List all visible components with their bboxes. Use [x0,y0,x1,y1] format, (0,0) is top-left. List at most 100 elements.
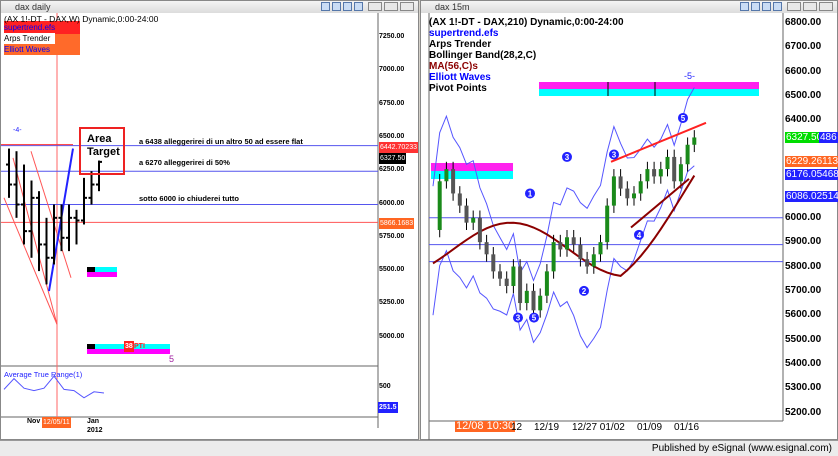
study-label: Pivot Points [429,83,487,94]
note-6000: sotto 6000 io chiuderei tutto [139,194,240,203]
candle-body [457,193,462,206]
candle-body [511,266,516,286]
candle-body [605,205,610,243]
study-label: Elliott Waves [4,45,50,54]
candle-body [692,137,697,145]
toolbar-icon[interactable] [773,2,782,11]
toolbar-icon[interactable] [332,2,341,11]
wave-count-circle [634,229,644,240]
candle-body [524,290,529,304]
close-button[interactable] [819,2,833,11]
toolbar-icon[interactable] [762,2,771,11]
candle-body [611,176,616,206]
pivot-band [87,344,95,349]
candle-body [632,193,636,199]
wave-count-circle [529,312,539,323]
minimize-button[interactable] [368,2,382,11]
price-tick: 7250.00 [379,33,405,40]
candle-body [591,254,596,267]
status-bar: Published by eSignal (www.esignal.com) [0,440,838,456]
note-6438: a 6438 alleggerirei di un altro 50 ad es… [139,137,303,146]
candle-body [652,169,657,177]
pivot-band [87,267,117,272]
study-label: Bollinger Band(28,2,C) [429,50,537,61]
trend-line [12,157,58,325]
price-tick: 6400.00 [785,114,822,126]
candle-body [551,242,556,272]
candle-body [444,169,449,182]
atr-tick: 500 [379,383,391,390]
candle-body [638,181,643,194]
candle-body [531,290,536,311]
candle-body [558,242,563,250]
wave-count-label: 3 [612,150,617,159]
toolbar-icon[interactable] [740,2,749,11]
toolbar-icon[interactable] [751,2,760,11]
candle-body [477,217,482,243]
pivot-band [539,82,759,89]
wave-count-circle [579,285,589,296]
note-6270: a 6270 alleggerirei di 50% [139,158,230,167]
wave-count-label: 5 [681,114,686,123]
time-label: 12 [511,422,523,433]
price-tag: 5866.1683 [379,218,415,230]
price-tick: 5300.00 [785,382,822,394]
time-label: 12/19 [534,422,560,433]
candle-body [672,156,677,182]
candle-body [618,176,623,189]
candle-body [491,254,496,272]
price-tick: 5800.00 [785,260,822,272]
toolbar-icon[interactable] [354,2,363,11]
time-label: Jan [87,418,100,425]
atr-line [3,375,105,399]
candle-body [585,259,590,267]
maximize-button[interactable] [384,2,398,11]
price-tag: 6176.05468 [785,168,838,180]
candle-body [518,266,523,304]
left-title-bar[interactable]: dax daily [1,1,418,13]
candle-body [484,242,489,255]
price-tick: 5700.00 [785,284,822,296]
price-tag: 6327.50 [785,132,824,144]
price-tick: 5900.00 [785,236,822,248]
window-title: dax 15m [435,2,470,12]
study-label: supertrend.efs [429,28,499,39]
left-chart-window: dax daily (AX 1!-DT - DAX,W) Dynamic,0:0… [0,0,419,440]
price-tag: 486 [819,132,838,144]
candle-body [471,217,476,223]
price-tick: 5400.00 [785,357,822,369]
candle-body [578,244,583,260]
price-tick: 7000.00 [379,66,405,74]
trend-line [3,197,58,325]
study-label: Arps Trender [4,33,56,44]
price-tick: 6750.00 [379,99,405,107]
candle-body [451,169,456,194]
candle-body [665,156,670,170]
trend-line [610,121,707,163]
wave-count-label: 2 [582,287,587,296]
candle-body [678,164,683,182]
cursor-date: 12/08 10:30 [455,420,516,432]
price-tag: 6229.26113 [785,156,838,168]
candle-body [658,169,663,177]
toolbar-icon[interactable] [343,2,352,11]
pivot-band [431,163,513,171]
wave-count-circle [609,149,619,160]
right-price-chart: 1 3 3 5 3 5 2 4 [428,13,784,441]
candle-body [685,144,690,165]
right-title-bar[interactable]: dax 15m [421,1,837,13]
candle-body [571,237,576,245]
candle-body [538,295,543,311]
bollinger-upper [432,87,695,282]
area-target-box: Area Target [79,127,125,175]
close-button[interactable] [400,2,414,11]
maximize-button[interactable] [803,2,817,11]
price-tick: 5600.00 [785,309,822,321]
minimize-button[interactable] [787,2,801,11]
price-tick: 5750.00 [379,232,405,240]
pivot-band [87,267,95,272]
toolbar-icon[interactable] [321,2,330,11]
pti-label: PTI [134,343,145,350]
candle-body [598,242,603,255]
time-label: Nov [27,418,41,425]
